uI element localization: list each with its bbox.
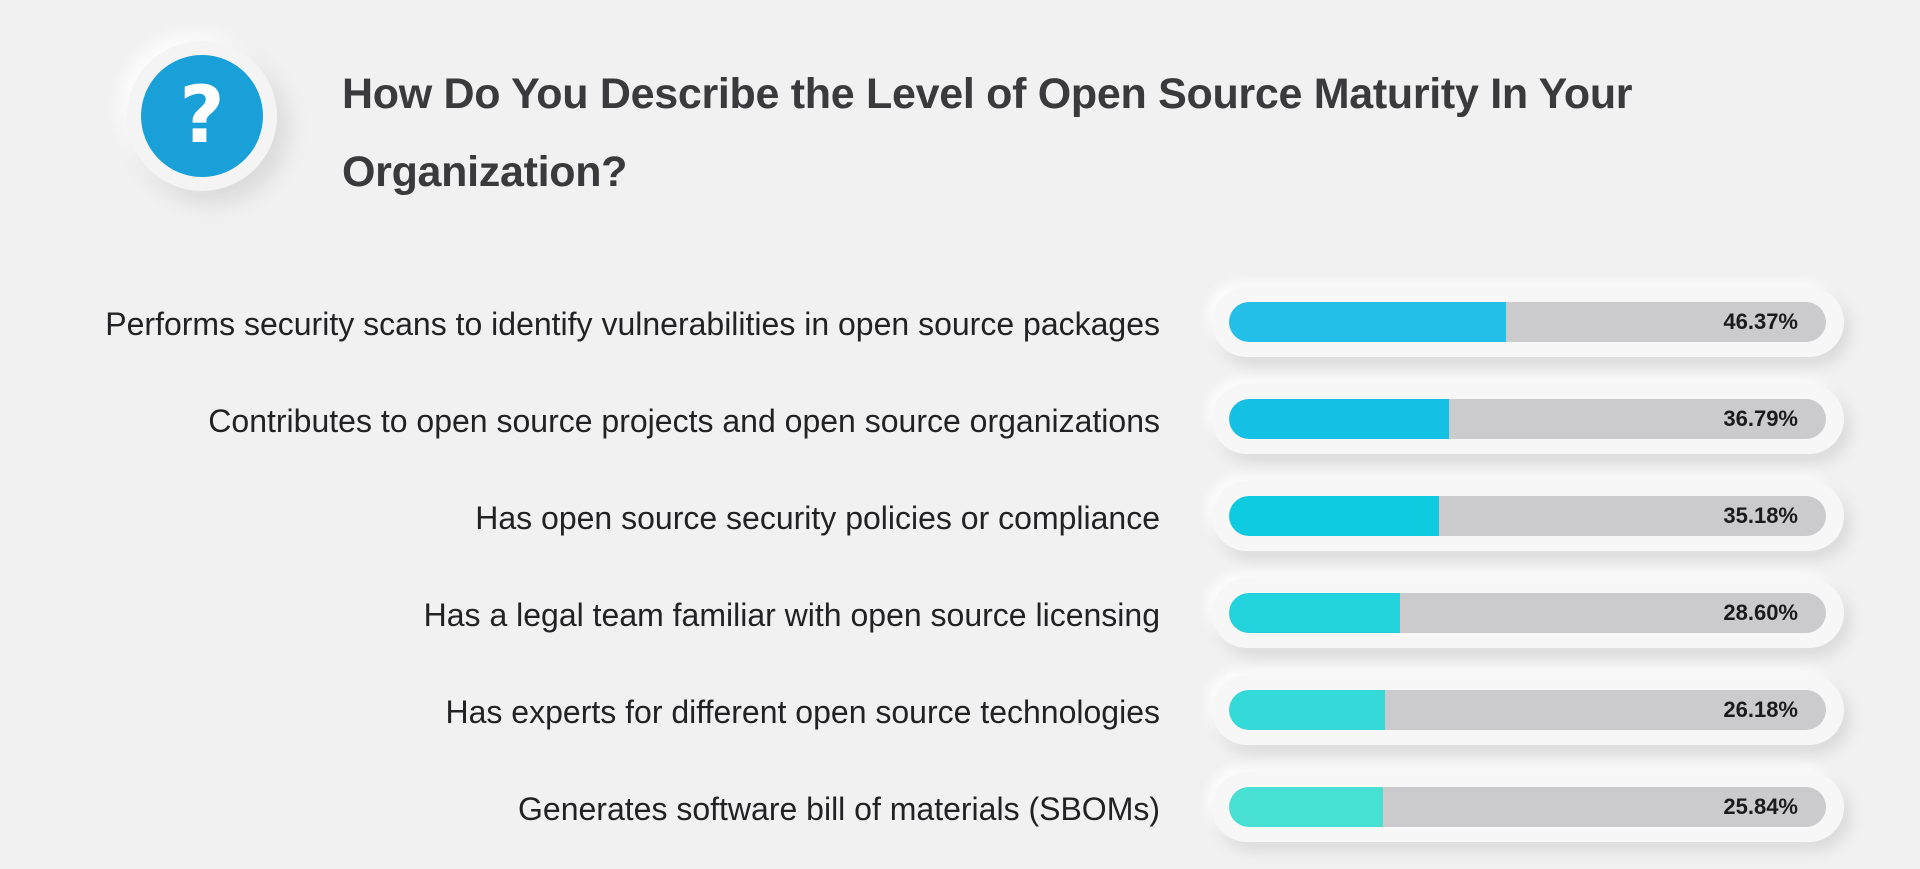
- bar-row: Has open source security policies or com…: [0, 474, 1920, 571]
- bar-fill: [1229, 787, 1383, 827]
- chart-title: How Do You Describe the Level of Open So…: [342, 70, 1633, 196]
- category-label: Has a legal team familiar with open sour…: [423, 597, 1160, 633]
- category-label: Contributes to open source projects and …: [208, 403, 1160, 439]
- bar-chart: Performs security scans to identify vuln…: [0, 280, 1920, 869]
- bar-track: 26.18%: [1229, 690, 1826, 730]
- bar-frame: 25.84%: [1212, 772, 1844, 842]
- value-label: 28.60%: [1723, 600, 1798, 625]
- value-label: 46.37%: [1723, 309, 1798, 334]
- category-label: Performs security scans to identify vuln…: [105, 306, 1160, 342]
- bar-track: 46.37%: [1229, 302, 1826, 342]
- value-label: 26.18%: [1723, 697, 1798, 722]
- value-label: 25.84%: [1723, 794, 1798, 819]
- bar-track: 35.18%: [1229, 496, 1826, 536]
- value-label: 35.18%: [1723, 503, 1798, 528]
- bar-fill: [1229, 690, 1385, 730]
- bar-row: Has experts for different open source te…: [0, 668, 1920, 765]
- bar-fill: [1229, 593, 1400, 633]
- bar-row: Generates software bill of materials (SB…: [0, 765, 1920, 862]
- category-label: Generates software bill of materials (SB…: [518, 791, 1160, 827]
- header: ? How Do You Describe the Level of Open …: [0, 0, 1920, 230]
- value-label: 36.79%: [1723, 406, 1798, 431]
- category-label: Has experts for different open source te…: [445, 694, 1161, 730]
- bar-frame: 26.18%: [1212, 675, 1844, 745]
- bar-track: 28.60%: [1229, 593, 1826, 633]
- bar-track: 25.84%: [1229, 787, 1826, 827]
- bar-fill: [1229, 302, 1506, 342]
- bar-row: Has a legal team familiar with open sour…: [0, 571, 1920, 668]
- bar-frame: 46.37%: [1212, 287, 1844, 357]
- bar-fill: [1229, 496, 1439, 536]
- question-mark-icon: ?: [141, 55, 263, 177]
- bar-track: 36.79%: [1229, 399, 1826, 439]
- bar-frame: 35.18%: [1212, 481, 1844, 551]
- bar-fill: [1229, 399, 1449, 439]
- bar-frame: 36.79%: [1212, 384, 1844, 454]
- bar-frame: 28.60%: [1212, 578, 1844, 648]
- bar-row: Contributes to open source projects and …: [0, 377, 1920, 474]
- bar-row: Performs security scans to identify vuln…: [0, 280, 1920, 377]
- question-badge: ?: [127, 41, 277, 191]
- category-label: Has open source security policies or com…: [475, 500, 1160, 536]
